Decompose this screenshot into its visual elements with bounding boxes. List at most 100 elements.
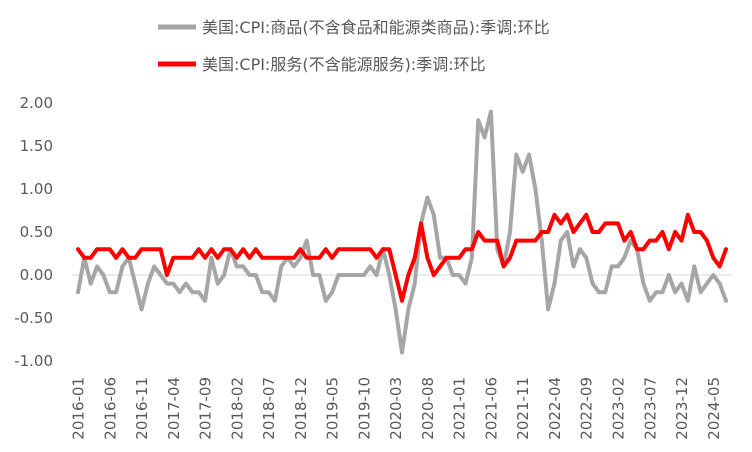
- data-point-services: [425, 255, 430, 260]
- data-point-services: [635, 247, 639, 251]
- data-point-goods: [559, 238, 563, 243]
- data-point-goods: [679, 281, 684, 286]
- data-point-goods: [107, 290, 112, 295]
- data-point-goods: [578, 247, 582, 251]
- data-point-services: [451, 255, 455, 260]
- data-point-goods: [400, 350, 404, 355]
- data-point-goods: [470, 255, 474, 260]
- data-point-goods: [616, 264, 620, 269]
- data-point-services: [444, 255, 449, 260]
- data-point-services: [431, 273, 436, 277]
- data-point-services: [292, 255, 296, 260]
- data-point-services: [470, 247, 474, 251]
- data-point-goods: [279, 264, 284, 269]
- data-point-goods: [520, 170, 525, 174]
- data-point-goods: [215, 281, 220, 286]
- data-point-goods: [641, 281, 646, 286]
- data-point-services: [152, 247, 157, 251]
- data-point-services: [209, 247, 214, 251]
- data-point-services: [95, 247, 99, 251]
- data-point-services: [362, 247, 366, 251]
- data-point-services: [393, 273, 398, 277]
- y-tick-label: 0.00: [20, 266, 53, 284]
- data-point-services: [539, 230, 544, 234]
- data-point-services: [527, 238, 531, 243]
- data-point-services: [196, 247, 201, 251]
- data-point-goods: [654, 290, 658, 295]
- data-point-services: [559, 221, 563, 226]
- data-point-goods: [705, 281, 709, 286]
- data-point-services: [177, 255, 182, 260]
- data-point-goods: [451, 273, 455, 277]
- data-point-goods: [209, 255, 214, 260]
- data-point-services: [273, 255, 277, 260]
- data-point-goods: [711, 273, 716, 277]
- data-point-services: [724, 247, 728, 251]
- data-point-goods: [476, 118, 481, 122]
- data-point-goods: [247, 273, 252, 277]
- data-point-services: [387, 247, 392, 251]
- series-services: [76, 212, 728, 303]
- data-point-goods: [235, 264, 239, 269]
- data-point-services: [88, 255, 93, 260]
- data-point-services: [438, 264, 442, 269]
- data-point-services: [279, 255, 284, 260]
- x-tick-label: 2021-11: [514, 377, 532, 440]
- x-tick-label: 2022-04: [546, 377, 564, 440]
- data-point-services: [298, 247, 303, 251]
- x-tick-label: 2019-05: [324, 377, 342, 440]
- data-point-goods: [355, 273, 360, 277]
- data-point-services: [254, 247, 258, 251]
- data-point-services: [609, 221, 614, 226]
- x-tick-label: 2018-07: [260, 377, 278, 440]
- data-point-goods: [120, 264, 125, 269]
- data-point-services: [628, 230, 633, 234]
- data-point-services: [495, 238, 500, 243]
- legend-label-goods: 美国:CPI:商品(不含食品和能源类商品):季调:环比: [202, 18, 550, 37]
- data-point-goods: [546, 307, 550, 312]
- x-tick-label: 2022-09: [578, 377, 596, 440]
- data-point-services: [368, 247, 373, 251]
- data-point-services: [622, 238, 627, 243]
- data-point-services: [705, 238, 709, 243]
- data-point-services: [616, 221, 620, 226]
- x-tick-label: 2017-09: [197, 377, 215, 440]
- data-point-goods: [565, 230, 569, 234]
- data-point-goods: [317, 273, 322, 277]
- data-point-services: [489, 238, 493, 243]
- data-point-goods: [692, 264, 697, 269]
- data-point-services: [457, 255, 461, 260]
- data-point-services: [222, 247, 226, 251]
- data-point-goods: [362, 273, 366, 277]
- y-tick-label: -0.50: [14, 309, 53, 327]
- data-point-services: [323, 247, 328, 251]
- data-point-services: [311, 255, 315, 260]
- x-tick-label: 2016-01: [70, 377, 88, 440]
- data-point-services: [171, 255, 176, 260]
- data-point-goods: [609, 264, 614, 269]
- data-point-goods: [152, 264, 157, 269]
- data-point-goods: [406, 307, 411, 312]
- data-point-services: [501, 264, 506, 269]
- data-point-goods: [603, 290, 608, 295]
- data-point-goods: [686, 299, 690, 303]
- data-point-services: [107, 247, 112, 251]
- x-tick-label: 2016-06: [101, 377, 119, 440]
- data-point-services: [228, 247, 233, 251]
- x-tick-label: 2020-03: [387, 377, 405, 440]
- data-point-services: [546, 230, 550, 234]
- data-point-goods: [724, 299, 728, 303]
- data-point-services: [343, 247, 347, 251]
- data-point-services: [571, 230, 576, 234]
- data-point-services: [146, 247, 150, 251]
- data-point-goods: [438, 255, 442, 260]
- x-tick-label: 2024-05: [705, 377, 723, 440]
- legend-label-services: 美国:CPI:服务(不含能源服务):季调:环比: [202, 55, 486, 74]
- data-point-services: [603, 221, 608, 226]
- y-tick-label: 0.50: [20, 223, 53, 241]
- x-tick-label: 2020-08: [419, 377, 437, 440]
- data-point-services: [406, 273, 411, 277]
- data-point-goods: [171, 281, 176, 286]
- data-point-goods: [304, 238, 309, 243]
- data-point-services: [419, 221, 423, 226]
